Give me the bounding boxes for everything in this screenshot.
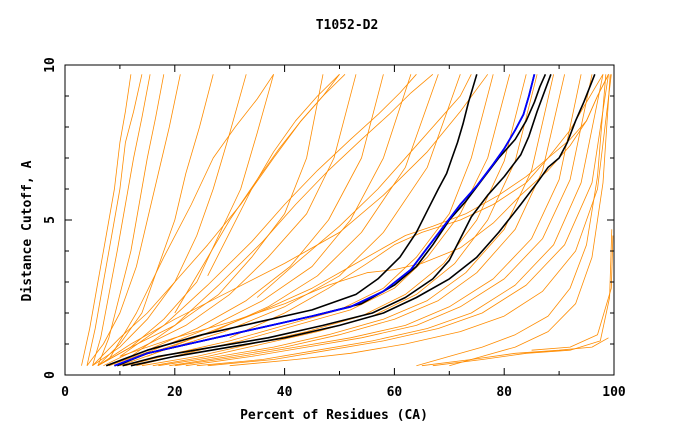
model-line-24: [185, 74, 593, 367]
model-line-37: [416, 74, 607, 367]
model-line-30: [229, 74, 604, 339]
model-line-26: [207, 74, 609, 367]
x-tick-label: 80: [496, 385, 512, 400]
model-line-36: [207, 74, 340, 276]
highlight-line-3: [116, 73, 547, 367]
model-line-6: [97, 74, 214, 366]
model-line-41: [531, 235, 614, 351]
model-line-38: [449, 74, 611, 367]
x-tick-label: 40: [277, 385, 293, 400]
model-line-32: [130, 73, 434, 357]
model-line-8: [97, 74, 274, 367]
model-line-33: [108, 74, 274, 360]
model-line-35: [256, 74, 472, 298]
highlight-line-4: [122, 74, 552, 367]
model-line-17: [125, 74, 494, 367]
model-line-34: [174, 74, 340, 314]
x-tick-label: 100: [602, 385, 626, 400]
model-line-5: [86, 74, 181, 366]
model-line-3: [92, 74, 151, 366]
model-line-21: [158, 74, 554, 367]
model-line-11: [108, 74, 384, 367]
model-line-27: [229, 74, 612, 367]
model-line-19: [141, 74, 527, 367]
y-tick-label: 5: [43, 216, 58, 224]
x-tick-label: 0: [61, 385, 69, 400]
series-layer: [81, 73, 614, 367]
model-line-13: [114, 74, 439, 367]
y-axis-title: Distance Cutoff, A: [20, 160, 35, 301]
model-line-1: [81, 74, 132, 366]
model-line-31: [119, 74, 417, 357]
highlight-line-5: [130, 74, 596, 367]
chart-title: T1052-D2: [316, 18, 379, 33]
model-line-20: [152, 74, 538, 367]
x-axis-title: Percent of Residues (CA): [240, 408, 428, 423]
model-line-25: [196, 74, 604, 367]
model-line-23: [174, 74, 582, 367]
y-tick-label: 10: [43, 57, 58, 73]
highlight-line-1: [105, 74, 478, 367]
x-tick-label: 60: [387, 385, 403, 400]
model-line-22: [169, 74, 565, 367]
model-line-39: [421, 337, 609, 367]
model-line-2: [86, 74, 143, 366]
model-line-16: [97, 74, 489, 367]
best-model-line: [114, 74, 536, 367]
model-line-7: [92, 74, 247, 367]
highlight-line-2: [114, 74, 536, 367]
model-line-40: [432, 229, 613, 367]
tick-layer: 0 20 40 60 80 100 0 5 10: [43, 57, 626, 400]
x-tick-label: 20: [167, 385, 183, 400]
model-line-18: [136, 74, 511, 367]
y-tick-label: 0: [43, 371, 58, 379]
